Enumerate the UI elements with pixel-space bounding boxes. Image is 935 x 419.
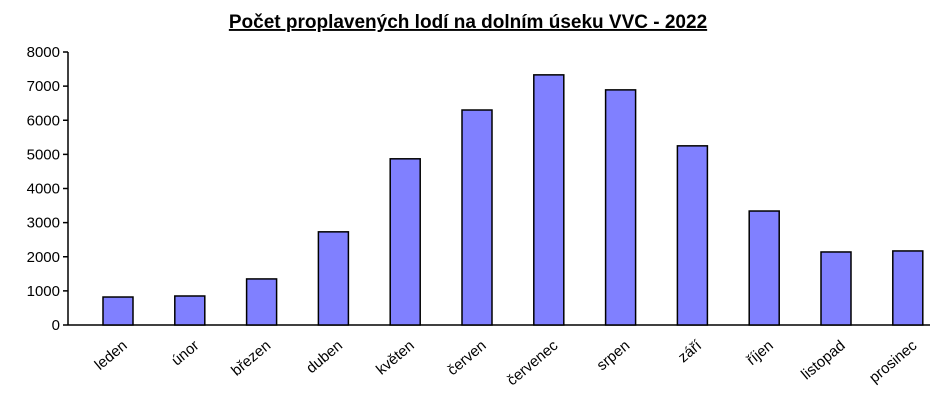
x-tick-label: duben	[303, 337, 346, 377]
x-tick-label: květen	[373, 337, 418, 378]
x-tick-label: září	[675, 337, 706, 367]
y-tick-label: 2000	[27, 249, 60, 266]
x-tick-label: srpen	[593, 337, 633, 374]
y-tick-label: 5000	[27, 146, 60, 163]
y-tick-label: 1000	[27, 283, 60, 300]
bar	[533, 74, 565, 326]
y-tick-label: 7000	[27, 78, 60, 95]
bar	[174, 295, 206, 326]
y-tick-label: 6000	[27, 112, 60, 129]
bar	[317, 231, 350, 326]
y-tick-label: 0	[52, 317, 60, 334]
bar	[820, 251, 852, 326]
x-tick-label: červenec	[504, 337, 562, 389]
x-tick-label: říjen	[743, 337, 776, 369]
x-tick-label: červen	[444, 337, 489, 379]
bar	[245, 278, 278, 326]
bar	[748, 210, 780, 326]
x-tick-label: listopad	[798, 337, 849, 383]
x-tick-label: únor	[168, 337, 202, 369]
x-tick-label: prosinec	[866, 337, 921, 387]
bar	[389, 158, 421, 326]
y-tick-label: 4000	[27, 181, 60, 198]
x-tick-label: leden	[92, 337, 131, 374]
y-tick-label: 8000	[27, 44, 60, 61]
y-tick-label: 3000	[27, 215, 60, 232]
bar	[102, 296, 134, 326]
chart-title: Počet proplavených lodí na dolním úseku …	[229, 12, 707, 33]
x-tick-label: březen	[228, 337, 274, 380]
bar	[676, 145, 709, 326]
bar	[892, 250, 924, 326]
bar	[461, 109, 493, 326]
bar	[604, 89, 637, 326]
